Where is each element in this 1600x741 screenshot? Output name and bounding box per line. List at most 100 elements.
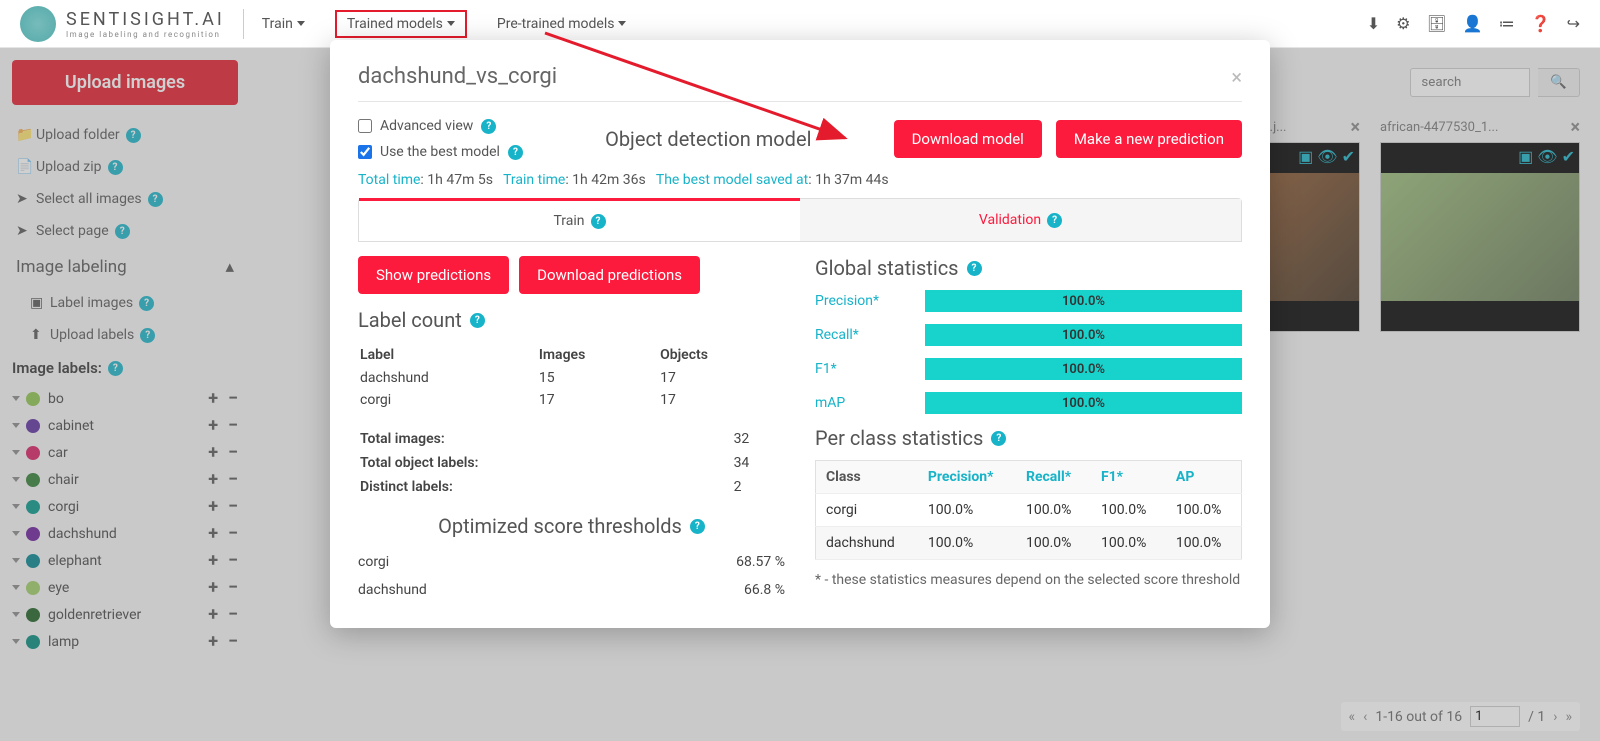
nav-pretrained-label: Pre-trained models bbox=[497, 16, 615, 32]
cell: corgi bbox=[816, 494, 918, 527]
best-model-time-label[interactable]: The best model saved at bbox=[656, 172, 808, 188]
tab-train[interactable]: Train ? bbox=[359, 198, 800, 241]
gear-icon[interactable]: ⚙ bbox=[1396, 14, 1410, 33]
global-stats-text: Global statistics bbox=[815, 256, 959, 280]
cell: 17 bbox=[660, 390, 783, 410]
logo[interactable]: SENTISIGHT.AI Image labeling and recogni… bbox=[20, 6, 225, 42]
tab-validation[interactable]: Validation ? bbox=[800, 199, 1241, 241]
cell: 100.0% bbox=[918, 527, 1016, 560]
nav-train-label: Train bbox=[262, 16, 293, 32]
help-icon[interactable]: ? bbox=[470, 313, 485, 328]
stat-label: F1* bbox=[815, 361, 925, 377]
stat-f1: F1*100.0% bbox=[815, 358, 1242, 380]
threshold-label: dachshund bbox=[358, 582, 427, 598]
caret-down-icon bbox=[447, 21, 455, 26]
help-icon[interactable]: ? bbox=[690, 519, 705, 534]
per-class-title: Per class statistics ? bbox=[815, 426, 1242, 450]
train-time-value: : 1h 42m 36s bbox=[565, 172, 645, 188]
th-precision: Precision* bbox=[918, 461, 1016, 494]
stat-bar: 100.0% bbox=[925, 290, 1242, 312]
totals-table: Total images:32 Total object labels:34 D… bbox=[358, 426, 785, 500]
nav-trained-models[interactable]: Trained models bbox=[335, 10, 467, 38]
make-prediction-button[interactable]: Make a new prediction bbox=[1056, 120, 1242, 158]
use-best-model-label: Use the best model bbox=[380, 144, 500, 160]
nav-trained-models-label: Trained models bbox=[347, 16, 443, 32]
cell: 17 bbox=[660, 368, 783, 388]
th-recall: Recall* bbox=[1016, 461, 1091, 494]
brand-tagline: Image labeling and recognition bbox=[66, 30, 225, 39]
total-objects-label: Total object labels: bbox=[360, 452, 732, 474]
archive-icon[interactable]: 🗄 bbox=[1426, 14, 1446, 33]
logo-icon bbox=[20, 6, 56, 42]
th-f1: F1* bbox=[1091, 461, 1166, 494]
train-time-label[interactable]: Train time bbox=[503, 172, 565, 188]
show-predictions-button[interactable]: Show predictions bbox=[358, 256, 509, 294]
stat-label: Precision* bbox=[815, 293, 925, 309]
use-best-model-check[interactable]: Use the best model ? bbox=[358, 144, 523, 160]
label-count-table: LabelImagesObjects dachshund1517 corgi17… bbox=[358, 342, 785, 412]
cell: 100.0% bbox=[918, 494, 1016, 527]
help-icon[interactable]: ? bbox=[1047, 213, 1062, 228]
help-icon[interactable]: ? bbox=[991, 431, 1006, 446]
cell: 100.0% bbox=[1016, 527, 1091, 560]
per-class-table: Class Precision* Recall* F1* AP corgi 10… bbox=[815, 460, 1242, 560]
caret-down-icon bbox=[297, 21, 305, 26]
logout-icon[interactable]: ↪ bbox=[1567, 14, 1580, 33]
th-ap: AP bbox=[1166, 461, 1242, 494]
distinct-labels-label: Distinct labels: bbox=[360, 476, 732, 498]
footnote: * - these statistics measures depend on … bbox=[815, 572, 1242, 588]
threshold-row: dachshund 66.8 % bbox=[358, 576, 785, 604]
help-icon[interactable]: ? bbox=[481, 119, 496, 134]
threshold-label: corgi bbox=[358, 554, 389, 570]
total-time-value: : 1h 47m 5s bbox=[420, 172, 493, 188]
cell: dachshund bbox=[360, 368, 537, 388]
close-icon[interactable]: × bbox=[1231, 65, 1242, 89]
best-model-time-value: : 1h 37m 44s bbox=[808, 172, 888, 188]
model-modal: dachshund_vs_corgi × Advanced view ? Use… bbox=[330, 40, 1270, 628]
thresholds-title: Optimized score thresholds ? bbox=[358, 514, 785, 538]
th-label: Label bbox=[360, 344, 537, 366]
help-icon[interactable]: ❓ bbox=[1531, 14, 1551, 33]
th-class: Class bbox=[816, 461, 918, 494]
threshold-value: 66.8 % bbox=[744, 582, 785, 598]
modal-subtitle: Object detection model bbox=[605, 127, 811, 151]
cell: dachshund bbox=[816, 527, 918, 560]
help-icon[interactable]: ? bbox=[591, 214, 606, 229]
cell: 100.0% bbox=[1091, 527, 1166, 560]
help-icon[interactable]: ? bbox=[967, 261, 982, 276]
cell: 100.0% bbox=[1166, 527, 1242, 560]
cell: 15 bbox=[539, 368, 658, 388]
tab-train-label: Train bbox=[553, 213, 584, 229]
user-icon[interactable]: 👤 bbox=[1463, 14, 1483, 33]
label-count-title: Label count ? bbox=[358, 308, 785, 332]
stat-label: mAP bbox=[815, 395, 925, 411]
stat-label: Recall* bbox=[815, 327, 925, 343]
separator bbox=[243, 9, 244, 39]
cell: 100.0% bbox=[1016, 494, 1091, 527]
help-icon[interactable]: ? bbox=[508, 145, 523, 160]
total-images-value: 32 bbox=[734, 428, 783, 450]
threshold-value: 68.57 % bbox=[736, 554, 785, 570]
stat-map: mAP100.0% bbox=[815, 392, 1242, 414]
label-count-text: Label count bbox=[358, 308, 462, 332]
list-icon[interactable]: ≔ bbox=[1499, 14, 1515, 33]
nav-train[interactable]: Train bbox=[262, 10, 305, 38]
total-time-label[interactable]: Total time bbox=[358, 172, 420, 188]
download-predictions-button[interactable]: Download predictions bbox=[519, 256, 700, 294]
cell: corgi bbox=[360, 390, 537, 410]
use-best-model-checkbox[interactable] bbox=[358, 145, 372, 159]
download-icon[interactable]: ⬇ bbox=[1367, 14, 1380, 33]
advanced-view-checkbox[interactable] bbox=[358, 119, 372, 133]
advanced-view-check[interactable]: Advanced view ? bbox=[358, 118, 523, 134]
nav-pretrained-models[interactable]: Pre-trained models bbox=[497, 10, 627, 38]
stat-recall: Recall*100.0% bbox=[815, 324, 1242, 346]
tabs: Train ? Validation ? bbox=[358, 198, 1242, 242]
download-model-button[interactable]: Download model bbox=[894, 120, 1042, 158]
per-class-text: Per class statistics bbox=[815, 426, 983, 450]
th-images: Images bbox=[539, 344, 658, 366]
total-images-label: Total images: bbox=[360, 428, 732, 450]
global-stats-title: Global statistics ? bbox=[815, 256, 1242, 280]
stat-bar: 100.0% bbox=[925, 392, 1242, 414]
stat-bar: 100.0% bbox=[925, 324, 1242, 346]
tab-validation-label: Validation bbox=[979, 212, 1041, 228]
